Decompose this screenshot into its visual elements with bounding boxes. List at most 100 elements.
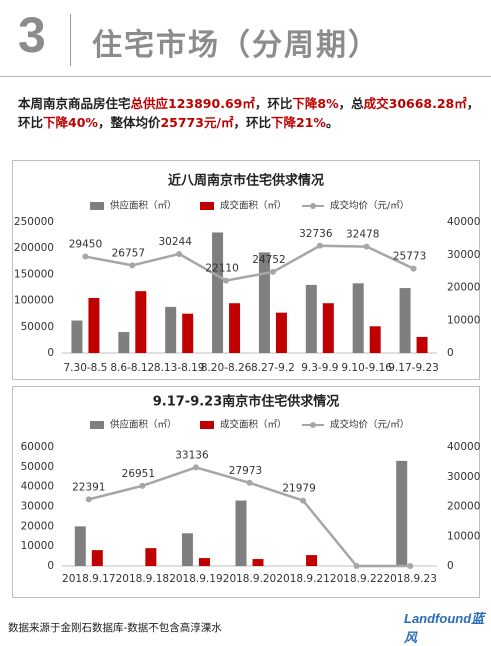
- text: ，整体均价: [97, 115, 161, 130]
- line-point: [353, 563, 360, 569]
- y-tick-label: 30000: [21, 501, 54, 513]
- y2-tick-label: 0: [447, 347, 454, 359]
- header-rule: [0, 76, 491, 77]
- y-tick-label: 0: [47, 560, 54, 572]
- divider: [70, 14, 71, 66]
- bar: [135, 291, 147, 353]
- y-tick-label: 10000: [21, 540, 54, 552]
- text: ，环比: [233, 115, 272, 130]
- bar: [71, 320, 83, 353]
- highlight-text: 下降21%: [271, 115, 326, 130]
- bar: [181, 533, 193, 566]
- bar: [396, 460, 408, 566]
- chart: 9.17-9.23南京市住宅供求情况 0 10000 20000 30000 40000 5…: [12, 386, 480, 598]
- x-tick-label: 8.6-8.12: [110, 362, 154, 374]
- x-tick-label: 2018.9.18: [116, 573, 169, 585]
- y-tick-label: 60000: [21, 441, 54, 453]
- x-tick-label: 2018.9.20: [223, 573, 276, 585]
- line-point: [139, 482, 146, 489]
- line-point: [316, 242, 323, 249]
- highlight-text: 25773元/㎡: [160, 115, 234, 130]
- highlight-text: 下降8%: [292, 96, 339, 111]
- x-tick-label: 2018.9.17: [62, 573, 115, 585]
- y2-tick-label: 20000: [447, 282, 480, 294]
- section-number: 3: [18, 7, 46, 63]
- line-point: [407, 563, 414, 569]
- bar: [416, 336, 428, 353]
- legend-label: 成交面积（㎡）: [220, 200, 287, 212]
- chart: 近八周南京市住宅供求情况0500001000001500002000002500…: [12, 160, 480, 380]
- bar: [258, 252, 270, 353]
- chart-title: 近八周南京市住宅供求情况: [168, 173, 324, 189]
- data-label: 22110: [205, 263, 238, 275]
- y2-tick-label: 40000: [447, 441, 480, 453]
- x-tick-label: 2018.9.19: [169, 573, 222, 585]
- highlight-text: 成交30668.28㎡: [363, 96, 467, 111]
- x-tick-label: 9.17-9.23: [388, 362, 439, 374]
- bar: [399, 288, 411, 353]
- x-tick-label: 2018.9.21: [276, 573, 329, 585]
- bar: [198, 558, 210, 566]
- line-point: [82, 253, 89, 260]
- data-label: 32736: [299, 228, 333, 240]
- line-point: [269, 268, 276, 275]
- bar: [305, 284, 317, 353]
- y-tick-label: 250000: [14, 216, 54, 228]
- x-tick-label: 8.27-9.2: [251, 362, 295, 374]
- x-tick-label: 9.3-9.9: [301, 362, 338, 374]
- line-point: [246, 479, 253, 486]
- data-label: 29450: [69, 239, 102, 251]
- source-note: 数据来源于金刚石数据库-数据不包含高淳溧水: [8, 622, 222, 634]
- legend-label: 供应面积（㎡）: [110, 200, 177, 212]
- bar: [369, 326, 381, 353]
- line-point: [363, 243, 370, 250]
- line-point: [410, 265, 417, 272]
- x-tick-label: 2018.9.23: [383, 573, 436, 585]
- legend-swatch: [200, 421, 214, 429]
- bar: [74, 526, 86, 566]
- line-point: [223, 277, 230, 284]
- y2-tick-label: 30000: [447, 471, 480, 483]
- bar: [212, 232, 224, 353]
- legend-label: 成交均价（元/㎡）: [330, 200, 409, 212]
- data-label: 26757: [112, 247, 145, 259]
- y2-tick-label: 40000: [447, 216, 480, 228]
- bar: [91, 550, 103, 566]
- y-tick-label: 50000: [21, 461, 54, 473]
- text: ，环比: [254, 96, 293, 111]
- highlight-text: 总供应123890.69㎡: [130, 96, 255, 111]
- chart-title: 9.17-9.23南京市住宅供求情况: [153, 394, 340, 410]
- logo: Landfound蓝风: [404, 611, 485, 645]
- y2-tick-label: 30000: [447, 249, 480, 261]
- text: 本周南京商品房住宅: [18, 96, 131, 111]
- y2-tick-label: 10000: [447, 530, 480, 542]
- bar: [252, 559, 264, 566]
- legend-label: 成交均价（元/㎡）: [330, 419, 409, 431]
- bar: [322, 303, 334, 353]
- y-tick-label: 20000: [21, 520, 54, 532]
- bar: [235, 500, 247, 566]
- line-point: [85, 496, 92, 503]
- legend-swatch: [90, 421, 104, 429]
- bar: [145, 548, 157, 566]
- section-title: 住宅市场（分周期）: [92, 28, 380, 63]
- bar: [275, 312, 287, 353]
- x-tick-label: 2018.9.22: [330, 573, 383, 585]
- legend-label: 成交面积（㎡）: [220, 419, 287, 431]
- y-tick-label: 50000: [21, 321, 54, 333]
- line-point: [192, 464, 199, 471]
- data-label: 32478: [346, 229, 379, 241]
- line: [85, 244, 415, 282]
- x-tick-label: 8.20-8.26: [201, 362, 252, 374]
- y-tick-label: 40000: [21, 481, 54, 493]
- bar: [165, 306, 177, 353]
- y-tick-label: 0: [47, 347, 54, 359]
- y2-tick-label: 20000: [447, 501, 480, 513]
- line-point: [300, 497, 307, 504]
- data-label: 24752: [252, 254, 285, 266]
- x-tick-label: 7.30-8.5: [64, 362, 108, 374]
- data-label: 21979: [282, 483, 315, 495]
- bar: [306, 555, 318, 566]
- summary: 本周南京商品房住宅总供应123890.69㎡，环比下降8%，总成交30668.2…: [18, 94, 480, 132]
